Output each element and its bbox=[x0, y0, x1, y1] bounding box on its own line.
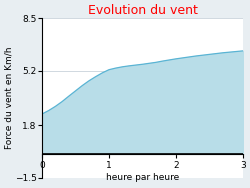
X-axis label: heure par heure: heure par heure bbox=[106, 173, 179, 182]
Y-axis label: Force du vent en Km/h: Force du vent en Km/h bbox=[4, 47, 13, 149]
Title: Evolution du vent: Evolution du vent bbox=[88, 4, 198, 17]
